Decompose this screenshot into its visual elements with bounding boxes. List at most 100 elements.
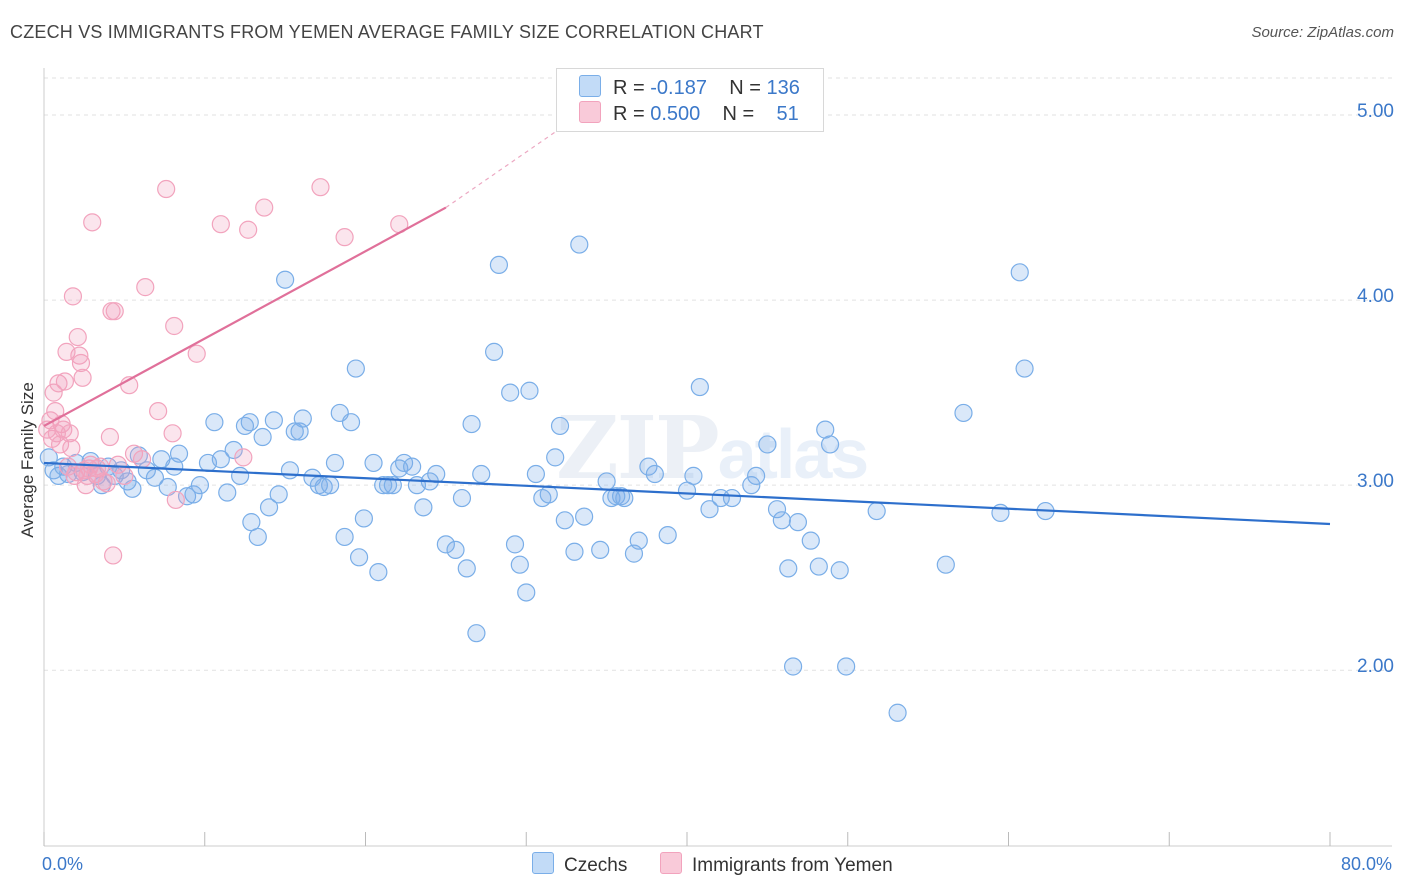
czechs-point [684, 466, 703, 485]
czechs-point [452, 488, 472, 508]
czechs-point [177, 487, 197, 506]
series-legend-yemen[interactable]: Immigrants from Yemen [660, 852, 893, 877]
czechs-point [615, 488, 634, 508]
legend-n-value-czechs: 136 [766, 77, 800, 99]
yemen-trend-line [43, 206, 447, 427]
czechs-point [830, 561, 849, 580]
watermark-zip: ZIP [556, 398, 720, 499]
czechs-point [539, 485, 558, 504]
x-tick-label-min: 0.0% [42, 854, 84, 874]
yemen-point [70, 346, 89, 365]
series-swatch-czechs [532, 852, 554, 874]
czechs-point [349, 548, 369, 567]
czechs-point [259, 498, 279, 517]
czechs-point [427, 464, 446, 484]
czechs-point [742, 476, 761, 495]
y-tick-label: 2.00 [1357, 656, 1394, 678]
yemen-point [115, 466, 134, 485]
czechs-point [747, 466, 766, 485]
yemen-point [311, 178, 330, 197]
chart-title: CZECH VS IMMIGRANTS FROM YEMEN AVERAGE F… [10, 22, 764, 42]
czechs-point [700, 500, 719, 519]
czechs-point [293, 409, 312, 428]
czechs-point [520, 381, 539, 400]
czechs-point [269, 485, 288, 504]
series-name-yemen: Immigrants from Yemen [692, 855, 893, 876]
czechs-point [809, 557, 828, 576]
yemen-point [60, 424, 79, 443]
czechs-point [403, 457, 422, 476]
yemen-point [71, 353, 91, 373]
yemen-point [335, 228, 354, 247]
source-credit: Source: ZipAtlas.com [1251, 24, 1394, 41]
czechs-point [44, 461, 63, 480]
czechs-point [722, 488, 742, 508]
watermark: ZIPatlas [556, 398, 870, 499]
series-legend: Czechs Immigrants from Yemen [0, 852, 1406, 878]
yemen-point [149, 402, 168, 421]
x-tick-label-max: 80.0% [1340, 854, 1392, 874]
czechs-point [690, 377, 709, 397]
czechs-point [158, 477, 177, 497]
yemen-point [136, 278, 155, 297]
czechs-point [570, 235, 589, 254]
yemen-point [211, 215, 230, 234]
yemen-point [44, 383, 63, 402]
series-name-czechs: Czechs [564, 855, 628, 876]
czechs-point [526, 464, 545, 484]
czechs-trend-line [43, 461, 1331, 526]
czechs-point [354, 509, 373, 528]
czechs-point [954, 403, 973, 423]
czechs-point [629, 531, 648, 550]
czechs-point [184, 485, 203, 504]
czechs-point [505, 535, 525, 554]
czechs-point [575, 507, 594, 526]
czechs-point [472, 464, 491, 484]
yemen-point [55, 372, 74, 391]
czechs-point [611, 487, 631, 506]
czechs-point [341, 413, 361, 432]
czechs-point [758, 435, 777, 454]
legend-row-yemen: R = 0.500 N = 51 [579, 101, 799, 127]
czechs-point [788, 513, 808, 532]
czechs-point [645, 464, 664, 484]
czechs-point [436, 535, 455, 554]
czechs-point [253, 427, 272, 447]
czechs-point [772, 511, 791, 530]
watermark-atlas: atlas [717, 415, 870, 493]
czechs-point [205, 413, 224, 432]
yemen-point [94, 472, 113, 491]
czechs-point [767, 500, 787, 519]
czechs-point [510, 555, 529, 574]
czechs-point [314, 477, 333, 497]
yemen-point [255, 198, 274, 217]
y-tick-label: 4.00 [1357, 286, 1394, 308]
y-tick-label: 5.00 [1357, 101, 1394, 122]
czechs-point [264, 411, 283, 430]
legend-n-label: N = [722, 103, 755, 125]
czechs-point [321, 476, 340, 495]
czechs-point [591, 540, 610, 560]
czechs-point [248, 527, 267, 547]
legend-row-czechs: R = -0.187 N = 136 [579, 75, 800, 101]
czechs-point [325, 453, 345, 473]
czechs-point [457, 559, 476, 578]
czechs-point [837, 657, 856, 676]
czechs-point [888, 703, 907, 722]
czechs-point [383, 476, 402, 495]
yemen-point [157, 179, 176, 199]
czechs-point [565, 542, 584, 561]
czechs-point [467, 624, 486, 643]
czechs-point [224, 440, 243, 460]
czechs-point [364, 453, 383, 473]
yemen-trend-extension [445, 123, 567, 209]
czechs-point [1010, 263, 1029, 282]
series-legend-czechs[interactable]: Czechs [532, 852, 627, 877]
legend-n-label: N = [729, 77, 761, 99]
czechs-point [597, 472, 616, 491]
yemen-point [105, 302, 124, 321]
czechs-point [801, 531, 820, 550]
czechs-point [550, 416, 570, 436]
czechs-point [867, 501, 886, 521]
